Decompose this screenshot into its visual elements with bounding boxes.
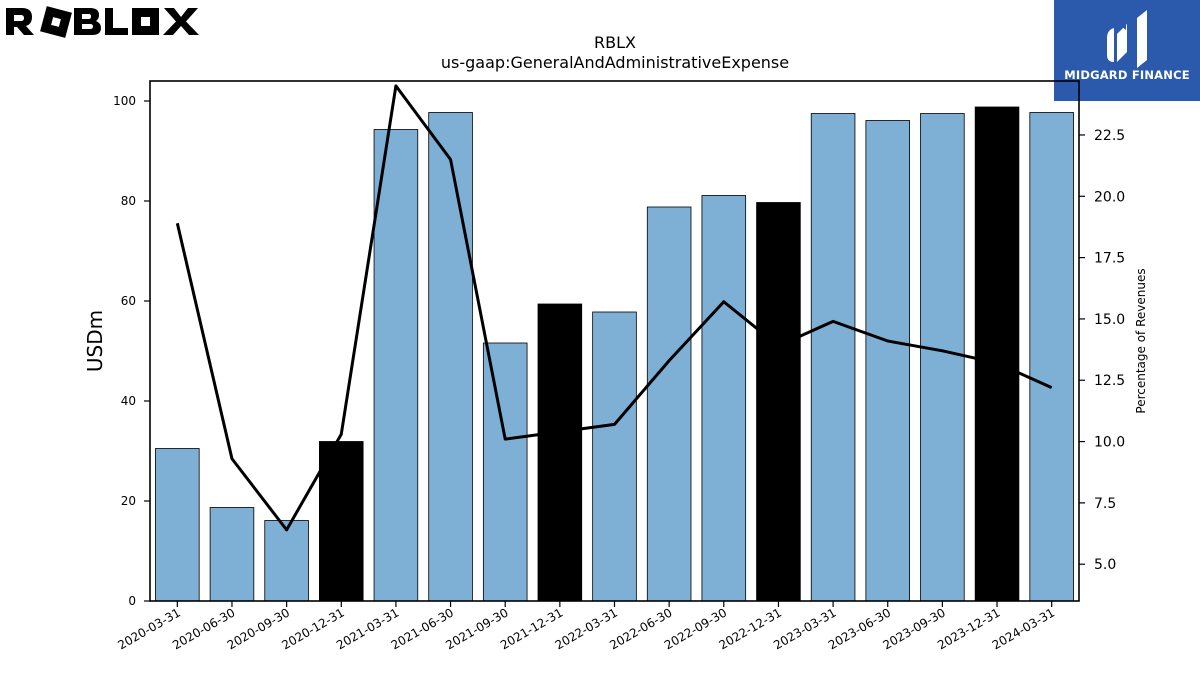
y2-tick-label: 17.5 [1094,251,1125,267]
bar [865,120,910,602]
y2-tick-label: 15.0 [1094,312,1125,328]
y-axis-label-right: Percentage of Revenues [1134,268,1148,413]
bar [646,206,692,602]
y-tick-label: 40 [121,394,136,408]
bar [319,441,364,602]
roblox-logo [4,4,200,44]
bar [701,195,747,602]
bar [209,507,255,602]
bar [373,129,419,602]
bar-series [155,106,1074,602]
bar [974,106,1020,602]
bar [1029,112,1074,602]
bar [756,202,801,602]
bar [155,448,200,602]
chart-subtitle: us-gaap:GeneralAndAdministrativeExpense [441,53,789,72]
line-series [175,84,1053,532]
y-axis-label-left: USDm [83,310,107,372]
midgard-logo-mark [1107,10,1147,68]
bar [592,311,637,602]
y-tick-label: 100 [113,94,136,108]
y2-tick-label: 22.5 [1094,128,1125,144]
y-tick-label: 60 [121,294,136,308]
roblox-logo-mark [6,6,199,38]
bar [537,303,583,602]
y-tick-label: 0 [128,594,136,608]
midgard-logo-text: MIDGARD FINANCE [1064,68,1190,82]
y2-tick-label: 5.0 [1094,557,1116,573]
bar [264,520,309,602]
line-series-path [175,84,1053,532]
y-tick-label: 80 [121,194,136,208]
y2-tick-label: 7.5 [1094,496,1116,512]
y-tick-label: 20 [121,494,136,508]
chart-title: RBLX [594,33,636,52]
y2-tick-label: 20.0 [1094,189,1125,205]
x-tick-label: 2024-03-31 [990,605,1057,652]
bar [428,112,473,602]
bar [810,113,856,602]
x-axis: 2020-03-312020-06-302020-09-302020-12-31… [115,601,1057,652]
bar [482,342,528,602]
left-axis: 0 20 40 60 80 100 [113,94,150,608]
y2-tick-label: 12.5 [1094,373,1125,389]
right-axis: 5.0 7.5 10.0 12.5 15.0 17.5 20.0 22.5 [1079,128,1125,573]
bar [920,113,965,602]
y2-tick-label: 10.0 [1094,435,1125,451]
